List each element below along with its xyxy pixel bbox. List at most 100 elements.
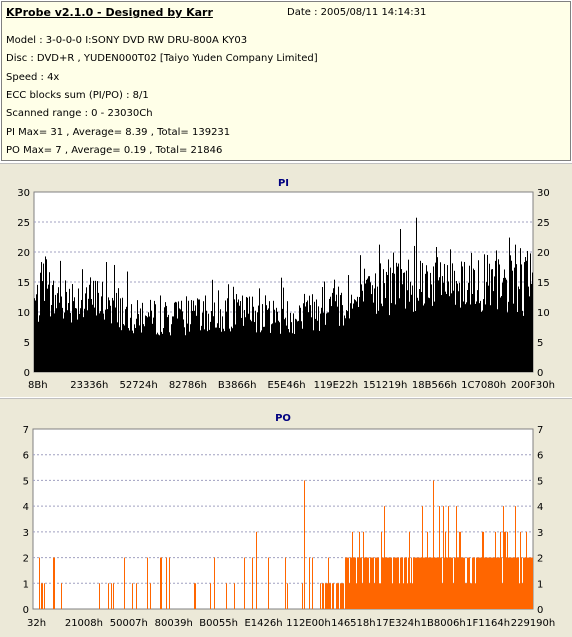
bar [493,291,494,372]
bar [506,557,507,609]
bar [358,557,359,609]
bar [426,265,427,372]
bar [187,323,188,372]
bar [312,294,313,372]
bar [40,272,41,372]
bar [472,293,473,372]
bar [391,557,392,609]
bar [102,281,103,372]
bar [76,308,77,372]
bar [503,277,504,372]
bar [451,293,452,372]
bar [87,310,88,372]
bar [420,557,421,609]
bar [259,288,260,372]
bar [44,300,45,372]
bar [514,557,515,609]
bar [452,263,453,372]
bar [325,324,326,372]
bar [242,295,243,372]
bar [320,313,321,372]
bar [508,557,509,609]
bar [233,286,234,372]
bar [385,557,386,609]
bar [468,557,469,609]
bar [400,228,401,372]
y-tick-label-right: 30 [537,188,550,199]
bar [476,557,477,609]
bar [231,326,232,372]
range-line: Scanned range : 0 - 23030Ch [6,108,153,119]
bar [227,298,228,372]
bar [349,583,350,609]
bar [415,557,416,609]
bar [64,312,65,372]
bar [341,292,342,372]
bar [353,303,354,372]
bar [121,330,122,372]
bar [466,583,467,609]
bar [433,480,434,609]
y-tick-label-left: 30 [17,188,30,199]
bar [150,583,151,609]
bar [463,301,464,372]
bar [62,307,63,372]
bar [360,557,361,609]
bar [202,312,203,372]
bar [431,557,432,609]
x-tick-label: 151219h [363,380,408,391]
bar [481,311,482,372]
bar [386,557,387,609]
bar [409,301,410,372]
x-tick-label: 17E324h [376,618,420,629]
bar [411,557,412,609]
bar [141,332,142,372]
bar [180,309,181,372]
bar [363,301,364,372]
bar [471,583,472,609]
bar [404,272,405,372]
bar [315,318,316,372]
bar [449,557,450,609]
bar [412,285,413,372]
bar [437,257,438,372]
bar [101,296,102,372]
bar [282,308,283,372]
bar [166,557,167,609]
bar [339,325,340,372]
y-tick-label-left: 10 [17,308,30,319]
y-tick-label-left: 6 [23,451,29,462]
bar [498,259,499,372]
bar [291,322,292,372]
bar [217,323,218,372]
bar [235,324,236,372]
bar [316,299,317,372]
bar [507,531,508,609]
bar [336,294,337,372]
bar [458,291,459,372]
x-tick-label: 119E22h [314,380,358,391]
bar [150,299,151,372]
bar [419,557,420,609]
bar [486,557,487,609]
bar [473,268,474,372]
y-tick-label-right: 5 [537,476,543,487]
bar [69,288,70,372]
bar [169,557,170,609]
bar [467,290,468,372]
bar [37,284,38,372]
bar [446,557,447,609]
bar [382,306,383,372]
bar [373,302,374,372]
po-chart-panel: PO 0 0 1 1 2 2 3 3 4 4 5 5 6 6 7 7 32h 21008h 50007h 80039h B… [0,398,572,637]
y-tick-label-left: 0 [23,605,29,616]
bar [441,295,442,372]
bar [341,583,342,609]
bar [199,299,200,372]
bar [425,273,426,372]
bar [213,316,214,372]
bar [466,302,467,372]
bar [406,270,407,372]
bar [353,557,354,609]
bar [328,312,329,372]
